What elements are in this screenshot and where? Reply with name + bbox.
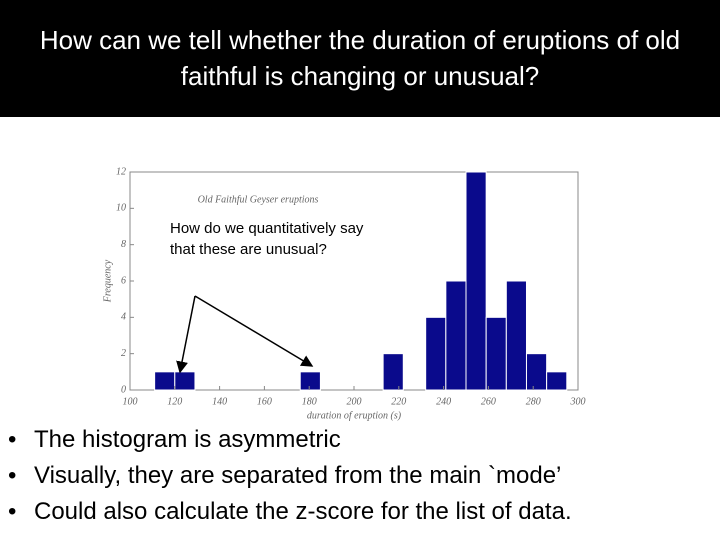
bullet-list: The histogram is asymmetric Visually, th… <box>0 422 720 530</box>
x-tick-label: 240 <box>436 396 451 407</box>
slide-title: How can we tell whether the duration of … <box>0 0 720 117</box>
bar <box>299 371 321 391</box>
x-tick-label: 100 <box>123 396 138 407</box>
x-tick-label: 260 <box>481 396 496 407</box>
y-tick-label: 4 <box>121 312 126 323</box>
x-axis-label: duration of eruption (s) <box>307 410 402 421</box>
bullet: The histogram is asymmetric <box>0 422 720 458</box>
bar <box>445 280 467 391</box>
x-tick-label: 160 <box>257 396 272 407</box>
y-tick-label: 10 <box>116 203 126 214</box>
bar <box>546 371 568 391</box>
x-tick-label: 120 <box>167 396 182 407</box>
y-tick-label: 8 <box>121 239 126 250</box>
y-axis-label: Frequency <box>102 259 113 303</box>
bar <box>485 316 507 391</box>
y-tick-label: 0 <box>121 384 126 395</box>
chart-title: Old Faithful Geyser eruptions <box>198 194 319 205</box>
y-tick-label: 6 <box>121 275 126 286</box>
bar <box>465 171 487 391</box>
bar <box>174 371 196 391</box>
arrow <box>194 295 314 367</box>
bar <box>154 371 176 391</box>
x-tick-label: 280 <box>526 396 541 407</box>
bar <box>505 280 527 391</box>
bar <box>425 316 447 391</box>
y-tick-label: 12 <box>116 166 126 177</box>
x-tick-label: 140 <box>212 396 227 407</box>
x-tick-label: 180 <box>302 396 317 407</box>
bullet: Could also calculate the z-score for the… <box>0 494 720 530</box>
x-tick-label: 200 <box>347 396 362 407</box>
annotation: How do we quantitatively say that these … <box>170 220 364 258</box>
bullet: Visually, they are separated from the ma… <box>0 458 720 494</box>
y-tick-label: 2 <box>121 348 126 359</box>
arrow <box>176 295 196 374</box>
bar <box>525 353 548 391</box>
x-tick-label: 220 <box>391 396 406 407</box>
bar <box>382 353 404 391</box>
x-tick-label: 300 <box>570 396 586 407</box>
